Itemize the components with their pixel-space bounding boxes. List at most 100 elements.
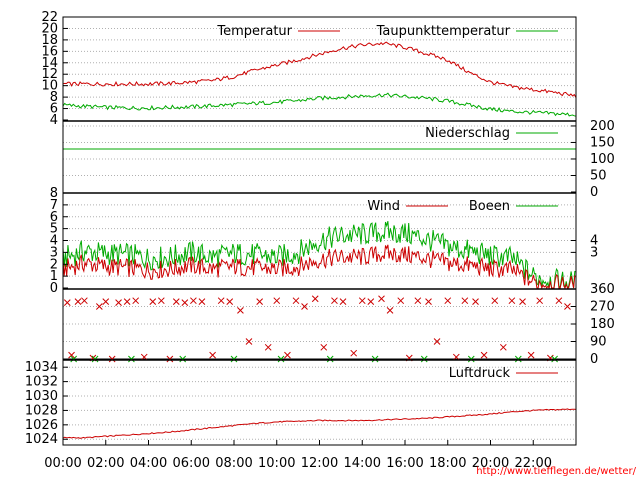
x-tick-label: 22:00 [515,456,552,471]
x-tick-label: 00:00 [44,456,81,471]
direction-gust-marker [91,355,99,363]
wind-beaufort-tick-label: 4 [590,234,598,249]
direction-marker [499,343,507,351]
direction-marker [172,298,180,305]
direction-marker [397,297,405,305]
temperature-y-tick-label: 16 [41,44,58,59]
direction-marker [519,298,526,305]
temperature-legend-label: Temperatur [216,24,292,39]
direction-marker [564,303,571,310]
direction-gust-marker [420,355,428,363]
source-link[interactable]: http://www.tiefflegen.de/wetter/ [476,466,636,477]
direction-gust-marker [128,355,135,363]
x-tick-label: 10:00 [258,456,295,471]
temperature-y-tick-label: 12 [41,67,58,82]
wind-legend-label: Wind [367,199,400,214]
direction-marker [132,297,140,305]
direction-marker [339,298,347,305]
direction-marker [198,298,206,305]
temperature-y-tick-label: 10 [41,79,58,94]
temperature-y-tick-label: 22 [41,10,58,25]
precipitation-y-tick-label: 50 [590,168,607,183]
dewpoint-legend-label: Taupunkttemperatur [376,24,511,39]
precipitation-legend-label: Niederschlag [425,126,510,141]
gust-line [62,220,577,290]
direction-gust-marker [70,355,78,363]
x-tick-label: 12:00 [301,456,338,471]
direction-marker [209,351,216,359]
pressure-y-tick-label: 1024 [25,432,58,447]
direction-marker [123,298,131,305]
direction-marker [358,297,366,305]
direction-marker [237,307,244,314]
direction-marker [414,297,422,305]
direction-marker [68,351,75,359]
temperature-y-tick-label: 20 [41,21,58,36]
wind-y-tick-label: 8 [50,186,58,201]
direction-marker [433,338,441,345]
direction-marker [157,297,165,305]
x-tick-label: 16:00 [386,456,423,471]
direction-gust-marker [179,355,187,363]
direction-marker [292,297,300,305]
pressure-y-tick-label: 1026 [25,418,58,433]
direction-gust-marker [467,355,475,363]
direction-marker [217,297,225,305]
direction-marker [264,343,272,351]
wind-beaufort-tick-label: 3 [590,245,598,260]
temperature-y-tick-label: 8 [50,90,58,105]
wind-y-tick-label: 4 [50,234,58,249]
pressure-legend-label: Luftdruck [449,366,511,381]
direction-gust-marker [514,355,522,363]
direction-marker [284,351,291,359]
precipitation-y-tick-label: 150 [590,135,615,150]
direction-marker [452,353,460,361]
wind-y-tick-label: 1 [50,269,58,284]
direction-marker [386,307,394,314]
x-tick-label: 06:00 [173,456,210,471]
direction-marker [536,297,544,305]
direction-marker [190,297,197,305]
direction-gust-marker [551,355,558,363]
direction-marker [311,295,319,303]
direction-marker [149,298,157,305]
direction-gust-marker [371,355,379,363]
pressure-line [62,408,577,439]
pressure-y-tick-label: 1034 [25,360,58,375]
direction-marker [95,303,103,310]
direction-gust-marker [277,355,285,363]
direction-marker [378,295,385,303]
temperature-y-tick-label: 14 [41,56,58,71]
wind-y-tick-label: 5 [50,222,58,237]
direction-y-tick-label: 180 [590,317,615,332]
direction-marker [425,298,432,305]
temperature-y-tick-label: 18 [41,33,58,48]
wind-y-tick-label: 0 [50,281,58,296]
pressure-y-tick-label: 1032 [25,375,58,390]
temperature-y-tick-label: 4 [50,113,58,128]
direction-marker [226,298,234,305]
direction-y-tick-label: 90 [590,335,607,350]
direction-gust-marker [230,355,238,363]
wind-y-tick-label: 3 [50,245,58,260]
x-tick-label: 14:00 [344,456,381,471]
direction-marker [472,298,479,305]
direction-marker [102,298,110,305]
direction-marker [115,299,122,306]
direction-marker [367,298,375,305]
direction-marker [108,355,116,363]
wind-y-tick-label: 2 [50,257,58,272]
direction-marker [508,297,516,305]
temperature-line [62,41,577,98]
x-tick-label: 20:00 [472,456,509,471]
direction-marker [491,297,499,305]
direction-marker [527,351,535,359]
direction-marker [245,338,253,345]
x-tick-label: 02:00 [87,456,124,471]
wind-line [62,244,577,290]
pressure-y-tick-label: 1030 [25,389,58,404]
x-tick-label: 08:00 [215,456,252,471]
precipitation-y-tick-label: 200 [590,119,615,134]
gust-legend-label: Boeen [469,199,510,214]
direction-gust-marker [326,355,334,363]
